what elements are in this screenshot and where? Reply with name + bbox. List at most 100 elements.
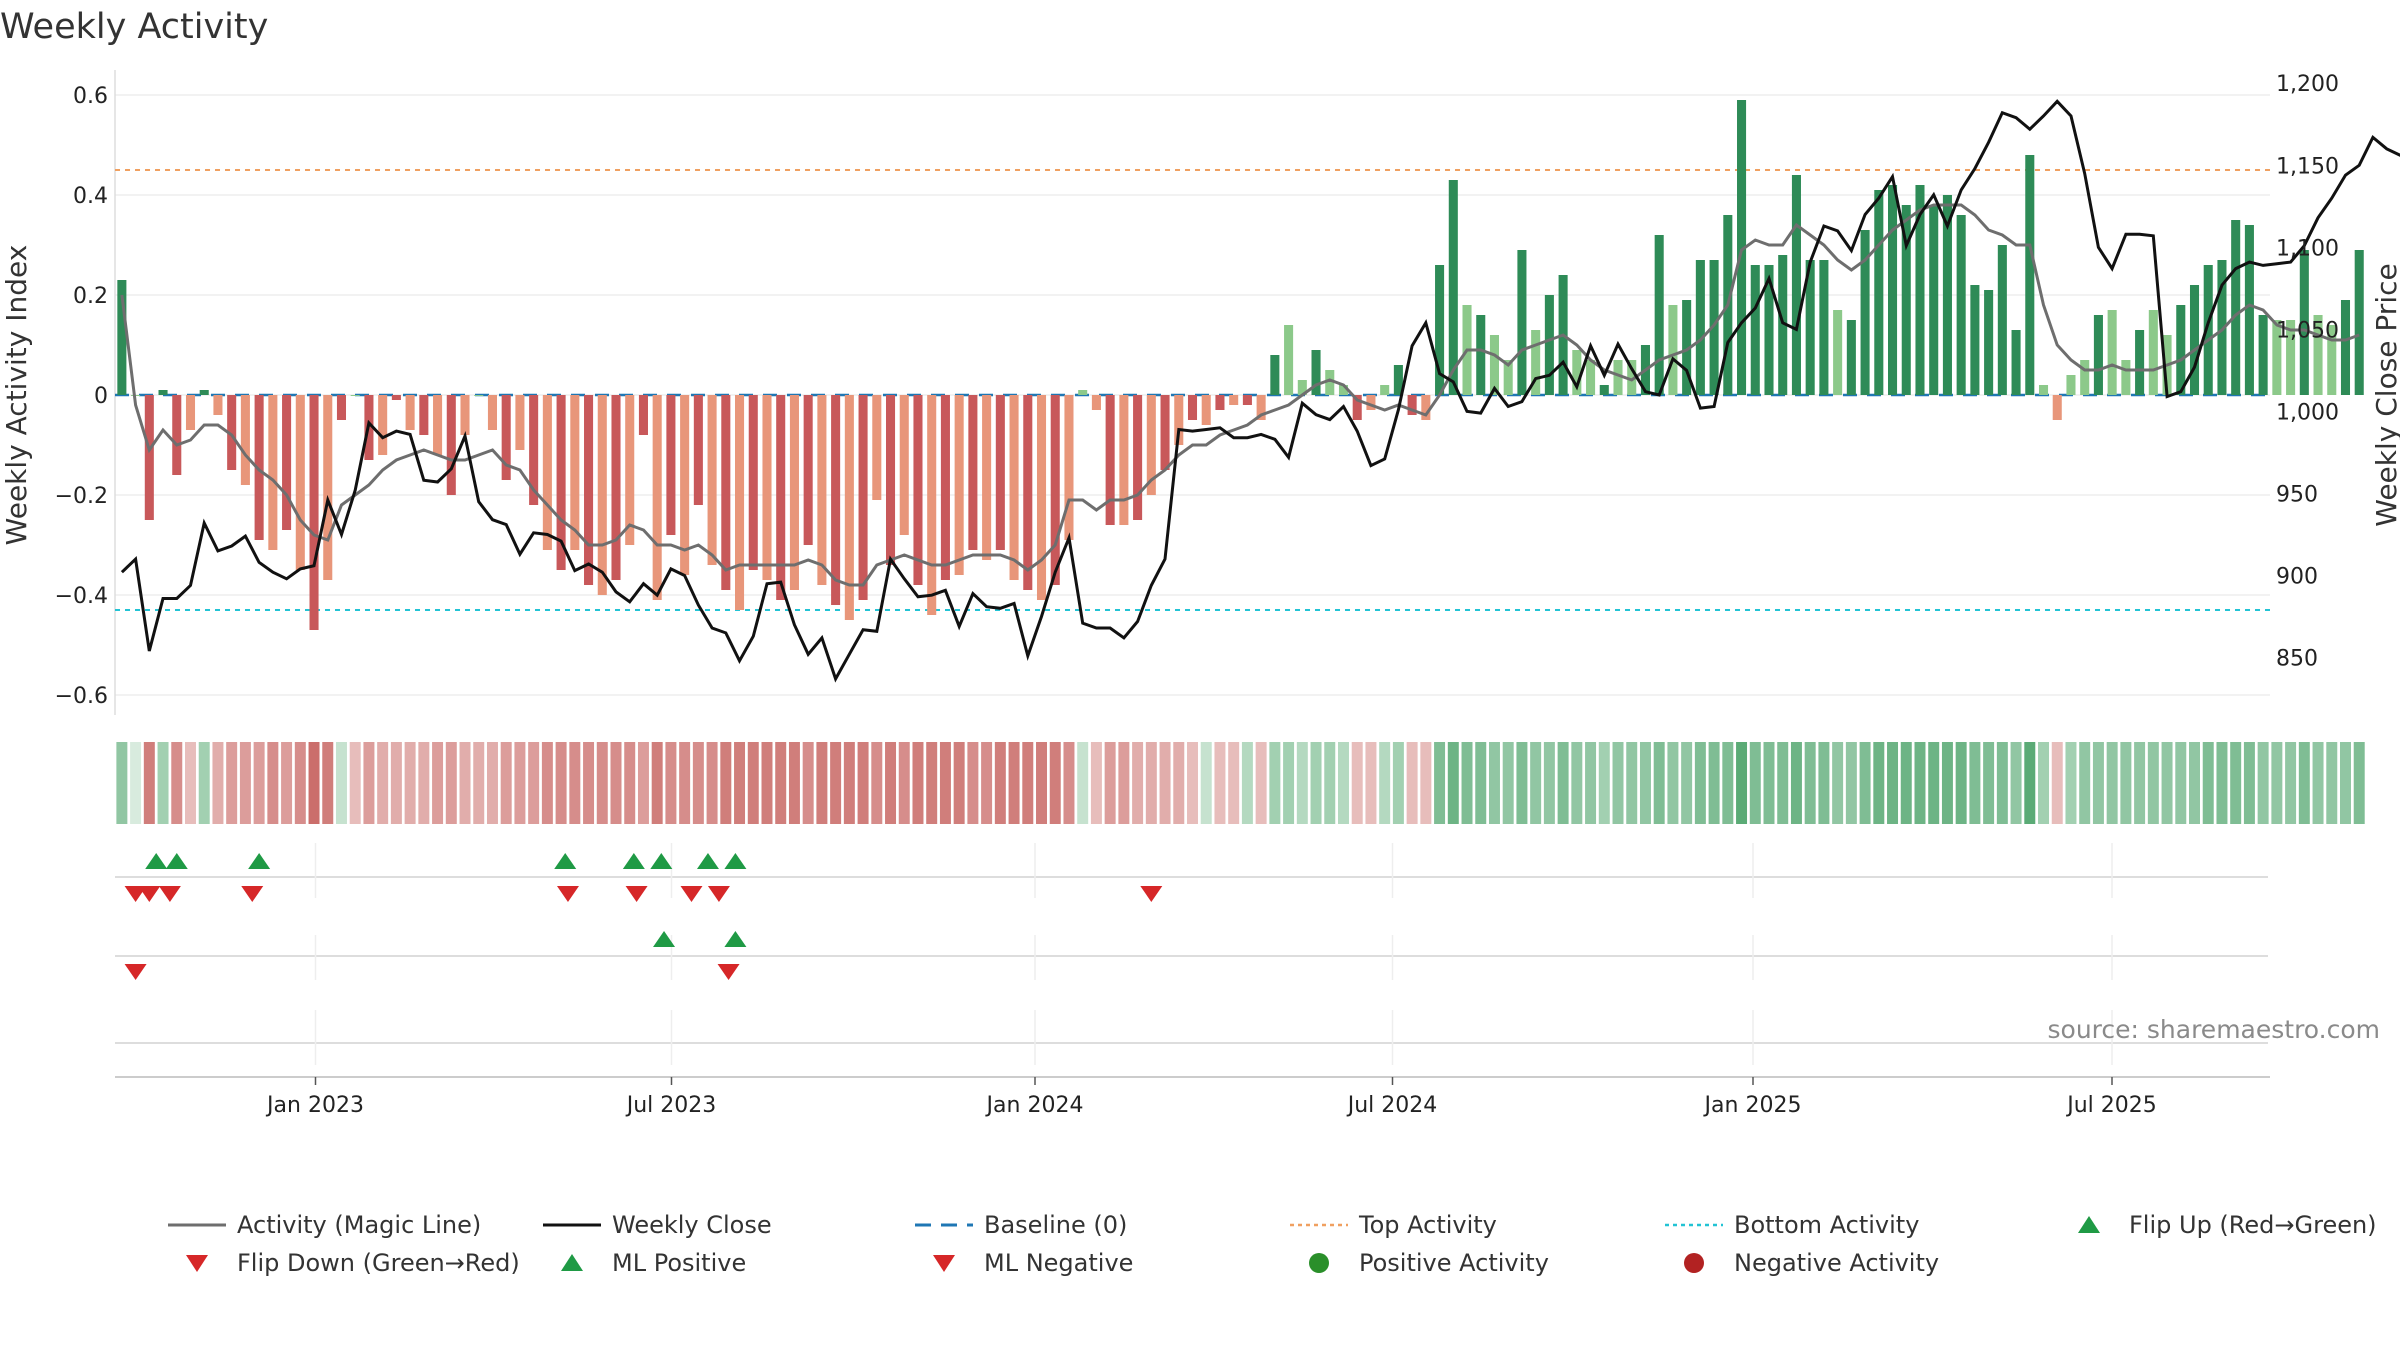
- activity-bar: [2025, 155, 2035, 395]
- activity-bar: [1421, 395, 1431, 420]
- left-axis-title: Weekly Activity Index: [0, 245, 33, 546]
- activity-bar: [295, 395, 305, 570]
- activity-bar: [254, 395, 264, 540]
- strip-cell: [1351, 742, 1363, 824]
- strip-cell: [651, 742, 663, 824]
- strip-cell: [1255, 742, 1267, 824]
- activity-bar: [1187, 395, 1198, 420]
- activity-bar: [1888, 185, 1898, 395]
- x-tick-label: Jan 2023: [265, 1093, 364, 1118]
- strip-cell: [1818, 742, 1830, 824]
- activity-bar: [1407, 395, 1417, 415]
- strip-cell: [1941, 742, 1953, 824]
- strip-cell: [1241, 742, 1253, 824]
- activity-bar: [1284, 325, 1294, 395]
- activity-bar: [1270, 355, 1280, 395]
- activity-bar: [2176, 305, 2186, 395]
- flip-up-marker: [145, 853, 168, 869]
- activity-bar: [199, 390, 209, 395]
- left-tick-label: 0.4: [73, 184, 108, 209]
- strip-cell: [500, 742, 512, 824]
- activity-bar: [378, 395, 388, 455]
- activity-bar: [1366, 395, 1376, 410]
- strip-cell: [1790, 742, 1802, 824]
- activity-bar: [2272, 320, 2282, 395]
- strip-cell: [1090, 742, 1102, 824]
- activity-bar: [2327, 325, 2337, 395]
- strip-cell: [2326, 742, 2338, 824]
- strip-cell: [1077, 742, 1089, 824]
- activity-bar: [1133, 395, 1143, 520]
- activity-bar: [1599, 385, 1609, 395]
- magic-line: [120, 203, 2360, 587]
- strip-cell: [898, 742, 910, 824]
- strip-cell: [2010, 742, 2022, 824]
- activity-bar: [1036, 395, 1047, 600]
- activity-bar: [2038, 385, 2049, 395]
- activity-bar: [2244, 225, 2254, 395]
- activity-bar: [1860, 230, 1870, 395]
- activity-bar: [2135, 330, 2145, 395]
- activity-bar: [1942, 195, 1952, 395]
- strip-cell: [1708, 742, 1720, 824]
- strip-cell: [1955, 742, 1967, 824]
- strip-cell: [1502, 742, 1514, 824]
- strip-cell: [1145, 742, 1157, 824]
- strip-cell: [2147, 742, 2159, 824]
- strip-cell: [514, 742, 526, 824]
- strip-cell: [157, 742, 169, 824]
- legend-label: Weekly Close: [612, 1211, 772, 1239]
- left-tick-label: 0.2: [73, 284, 108, 309]
- strip-cell: [1036, 742, 1048, 824]
- activity-bar: [487, 395, 497, 430]
- strip-cell: [1804, 742, 1816, 824]
- activity-bar: [748, 395, 758, 570]
- strip-cell: [1214, 742, 1226, 824]
- strip-cell: [692, 742, 704, 824]
- strip-cell: [1763, 742, 1775, 824]
- activity-bar: [240, 395, 250, 485]
- strip-cell: [171, 742, 183, 824]
- activity-bar: [1229, 395, 1239, 405]
- strip-cell: [734, 742, 746, 824]
- strip-cell: [1626, 742, 1638, 824]
- strip-cell: [2202, 742, 2214, 824]
- activity-bar: [1489, 335, 1500, 395]
- legend-label: ML Negative: [984, 1249, 1133, 1277]
- strip-cell: [926, 742, 938, 824]
- flip-down-marker: [241, 886, 264, 902]
- strip-cell: [1845, 742, 1857, 824]
- strip-cell: [843, 742, 855, 824]
- strip-cell: [747, 742, 759, 824]
- activity-bar: [1695, 260, 1705, 395]
- activity-bar: [625, 395, 635, 545]
- activity-bar: [2080, 360, 2090, 395]
- activity-bar: [1338, 385, 1349, 395]
- legend-item: Activity (Magic Line): [168, 1211, 481, 1239]
- strip-cell: [1969, 742, 1981, 824]
- strip-cell: [404, 742, 416, 824]
- activity-bar: [1846, 320, 1856, 395]
- legend-item: Top Activity: [1290, 1211, 1497, 1239]
- legend-label: Negative Activity: [1734, 1249, 1939, 1277]
- strip-cell: [377, 742, 389, 824]
- activity-bar: [172, 395, 182, 475]
- strip-cell: [2065, 742, 2077, 824]
- strip-cell: [994, 742, 1006, 824]
- legend-swatch: [1309, 1253, 1329, 1273]
- strip-cell: [2120, 742, 2132, 824]
- strip-cell: [1667, 742, 1679, 824]
- flip-down-marker: [625, 886, 648, 902]
- activity-bar: [2340, 300, 2351, 395]
- strip-cell: [2038, 742, 2050, 824]
- strip-cell: [116, 742, 128, 824]
- legend-label: Flip Down (Green→Red): [237, 1249, 520, 1277]
- activity-bar: [762, 395, 772, 580]
- strip-cell: [226, 742, 238, 824]
- strip-cell: [569, 742, 581, 824]
- flip-up-marker: [248, 853, 271, 869]
- x-tick-label: Jul 2024: [1346, 1093, 1438, 1118]
- strip-cell: [967, 742, 979, 824]
- strip-cell: [1132, 742, 1144, 824]
- strip-cell: [1488, 742, 1500, 824]
